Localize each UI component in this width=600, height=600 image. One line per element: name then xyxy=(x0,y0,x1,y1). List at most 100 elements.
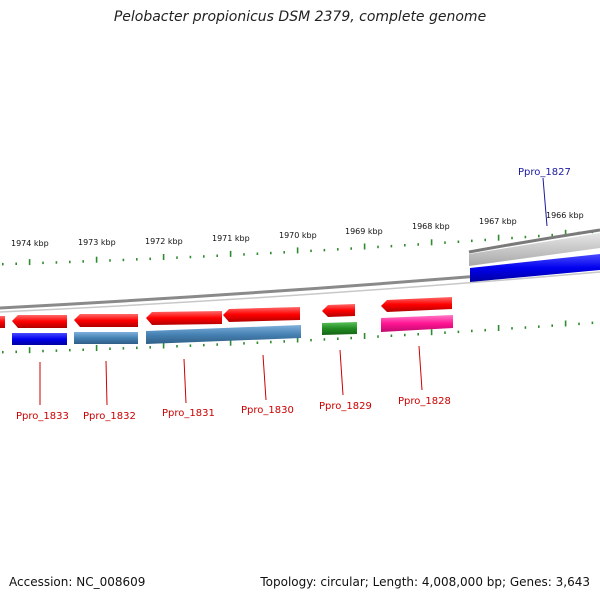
cds-arrow-ppro1833[interactable] xyxy=(12,315,67,328)
scale-minor-tick xyxy=(444,241,446,244)
leader-ppro1831 xyxy=(183,358,187,404)
lower-feature-bars xyxy=(12,315,453,345)
scale-minor-tick xyxy=(323,338,326,341)
gene-label-ppro1831[interactable]: Ppro_1831 xyxy=(162,408,215,419)
cds-arrow-ppro1829[interactable] xyxy=(322,304,355,317)
scale-major-tick xyxy=(430,239,433,246)
scale-minor-tick xyxy=(524,235,527,239)
scale-minor-tick xyxy=(55,261,58,264)
tick-labels: 1974 kbp 1973 kbp 1972 kbp 1971 kbp 1970… xyxy=(11,211,584,248)
cds-arrow-ppro1830[interactable] xyxy=(223,307,300,322)
scale-minor-tick xyxy=(283,340,285,343)
scale-minor-tick xyxy=(256,252,259,255)
scale-minor-tick xyxy=(377,245,379,249)
upper-scale-ticks xyxy=(2,229,594,266)
scale-minor-tick xyxy=(484,238,486,242)
scale-major-tick xyxy=(296,336,299,343)
tick-label-1968: 1968 kbp xyxy=(412,222,450,231)
gene-labels: Ppro_1833 Ppro_1832 Ppro_1831 Ppro_1830 … xyxy=(16,167,571,422)
scale-minor-tick xyxy=(82,348,84,351)
scale-minor-tick xyxy=(109,259,111,262)
scale-minor-tick xyxy=(122,258,125,262)
scale-minor-tick xyxy=(136,258,138,261)
scale-minor-tick xyxy=(256,341,259,344)
scale-major-tick xyxy=(430,329,433,336)
genome-summary-text: Topology: circular; Length: 4,008,000 bp… xyxy=(260,575,590,589)
scale-minor-tick xyxy=(55,349,58,352)
scale-major-tick xyxy=(497,234,500,241)
scale-minor-tick xyxy=(337,248,339,251)
scale-major-tick xyxy=(363,333,366,339)
cds-arrow-ppro1831[interactable] xyxy=(146,311,222,325)
scale-minor-tick xyxy=(538,234,540,238)
label-leader-lines xyxy=(39,177,548,406)
cds-arrow-ppro1828[interactable] xyxy=(381,297,452,312)
leader-ppro1828 xyxy=(418,345,423,391)
scale-minor-tick xyxy=(377,335,379,338)
tick-label-1967: 1967 kbp xyxy=(479,217,517,226)
scale-minor-tick xyxy=(189,344,192,347)
tick-label-1970: 1970 kbp xyxy=(279,231,317,240)
feature-bar-ppro1833[interactable] xyxy=(12,333,67,345)
scale-minor-tick xyxy=(243,253,245,256)
scale-minor-tick xyxy=(270,251,272,255)
feature-bar-ppro1827[interactable] xyxy=(470,254,600,282)
scale-major-tick xyxy=(564,320,567,327)
scale-minor-tick xyxy=(390,244,393,248)
upper-gray-track xyxy=(468,228,600,254)
tick-label-1971: 1971 kbp xyxy=(212,234,250,243)
scale-minor-tick xyxy=(591,321,594,325)
leader-ppro1829 xyxy=(339,349,344,396)
scale-minor-tick xyxy=(350,247,352,250)
scale-minor-tick xyxy=(511,236,513,240)
scale-minor-tick xyxy=(149,257,151,261)
scale-major-tick xyxy=(95,256,98,263)
scale-minor-tick xyxy=(417,333,419,336)
upper-gray-band xyxy=(469,233,600,266)
leader-ppro1832 xyxy=(105,360,108,406)
scale-minor-tick xyxy=(404,333,406,337)
scale-minor-tick xyxy=(15,350,17,354)
cds-arrow-ppro1832[interactable] xyxy=(74,314,138,327)
tick-label-1974: 1974 kbp xyxy=(11,239,49,248)
leader-ppro1827 xyxy=(542,177,548,227)
scale-minor-tick xyxy=(42,349,44,353)
scale-minor-tick xyxy=(203,343,205,347)
gene-label-ppro1829[interactable]: Ppro_1829 xyxy=(319,401,372,412)
tick-label-1966: 1966 kbp xyxy=(546,211,584,220)
scale-minor-tick xyxy=(243,342,245,345)
scale-minor-tick xyxy=(457,240,460,243)
scale-major-tick xyxy=(229,250,232,257)
gene-label-ppro1832[interactable]: Ppro_1832 xyxy=(83,411,136,422)
feature-bar-ppro1829[interactable] xyxy=(322,322,357,335)
scale-major-tick xyxy=(95,345,98,351)
cds-arrow-ppro1833-edge[interactable] xyxy=(0,316,5,328)
tick-label-1969: 1969 kbp xyxy=(345,227,383,236)
scale-minor-tick xyxy=(471,239,473,243)
upper-feature-ppro1827 xyxy=(468,228,600,282)
scale-minor-tick xyxy=(270,340,272,344)
tick-label-1973: 1973 kbp xyxy=(78,238,116,247)
scale-minor-tick xyxy=(69,260,71,264)
gene-label-ppro1833[interactable]: Ppro_1833 xyxy=(16,411,69,422)
scale-minor-tick xyxy=(203,255,205,258)
feature-bar-ppro1832[interactable] xyxy=(74,332,138,344)
scale-major-tick xyxy=(296,247,299,254)
gene-label-ppro1830[interactable]: Ppro_1830 xyxy=(241,405,294,416)
scale-minor-tick xyxy=(457,330,460,334)
scale-major-tick xyxy=(162,254,165,260)
scale-minor-tick xyxy=(350,336,352,340)
feature-bar-ppro1828[interactable] xyxy=(381,315,453,332)
scale-minor-tick xyxy=(444,331,446,334)
feature-bar-ppro1831-1830[interactable] xyxy=(146,325,301,344)
scale-minor-tick xyxy=(2,350,4,354)
scale-minor-tick xyxy=(122,347,125,350)
scale-minor-tick xyxy=(176,256,178,259)
scale-minor-tick xyxy=(310,249,312,253)
scale-minor-tick xyxy=(337,337,339,340)
gene-label-ppro1828[interactable]: Ppro_1828 xyxy=(398,396,451,407)
gene-label-ppro1827[interactable]: Ppro_1827 xyxy=(518,167,571,178)
scale-minor-tick xyxy=(15,262,17,265)
scale-minor-tick xyxy=(551,233,553,237)
